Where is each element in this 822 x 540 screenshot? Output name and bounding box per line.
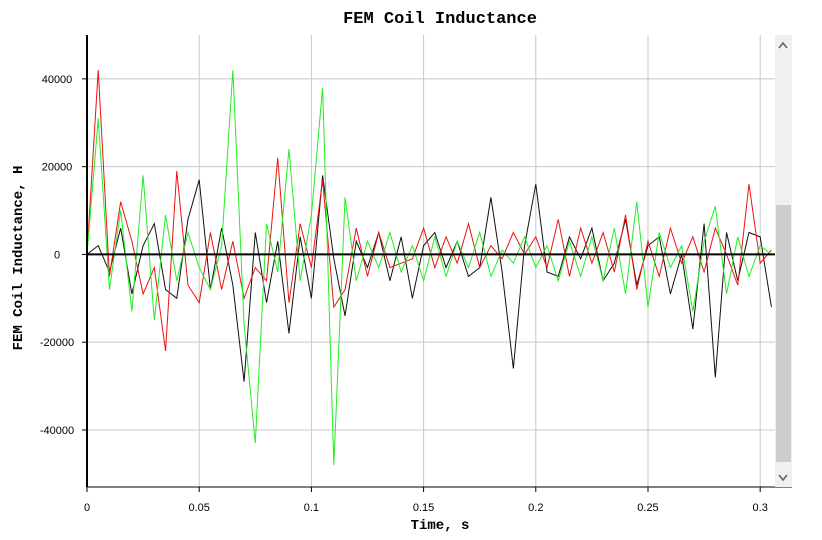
series-line xyxy=(86,70,772,466)
x-tick-label: 0.15 xyxy=(413,502,434,514)
y-axis-label: FEM Coil Inductance, H xyxy=(11,166,27,351)
x-tick-label: 0.3 xyxy=(753,502,768,514)
series-line xyxy=(86,175,772,382)
chart-title: FEM Coil Inductance xyxy=(343,10,537,29)
y-tick-label: -20000 xyxy=(40,337,74,349)
scroll-up[interactable] xyxy=(778,41,788,49)
y-tick-label: -40000 xyxy=(40,425,74,437)
grid xyxy=(86,35,775,487)
x-axis-label: Time, s xyxy=(411,518,470,534)
y-tick-label: 20000 xyxy=(42,162,73,174)
series-line xyxy=(86,70,772,352)
axes: 0 0.05 0.1 0.15 0.2 0.25 0.3 -40000 -20000 0 20000… xyxy=(40,35,792,514)
x-tick-label: 0.05 xyxy=(188,502,209,514)
y-tick-label: 0 xyxy=(54,249,60,261)
x-tick-label: 0.1 xyxy=(304,502,319,514)
plot-lines xyxy=(86,70,772,466)
x-tick-label: 0.2 xyxy=(528,502,543,514)
scroll-thumb[interactable] xyxy=(776,205,791,462)
x-tick-label: 0 xyxy=(84,502,90,514)
y-tick-label: 40000 xyxy=(42,74,73,86)
scroll-down[interactable] xyxy=(778,474,788,482)
x-tick-label: 0.25 xyxy=(637,502,658,514)
scrollbar[interactable] xyxy=(775,35,792,487)
